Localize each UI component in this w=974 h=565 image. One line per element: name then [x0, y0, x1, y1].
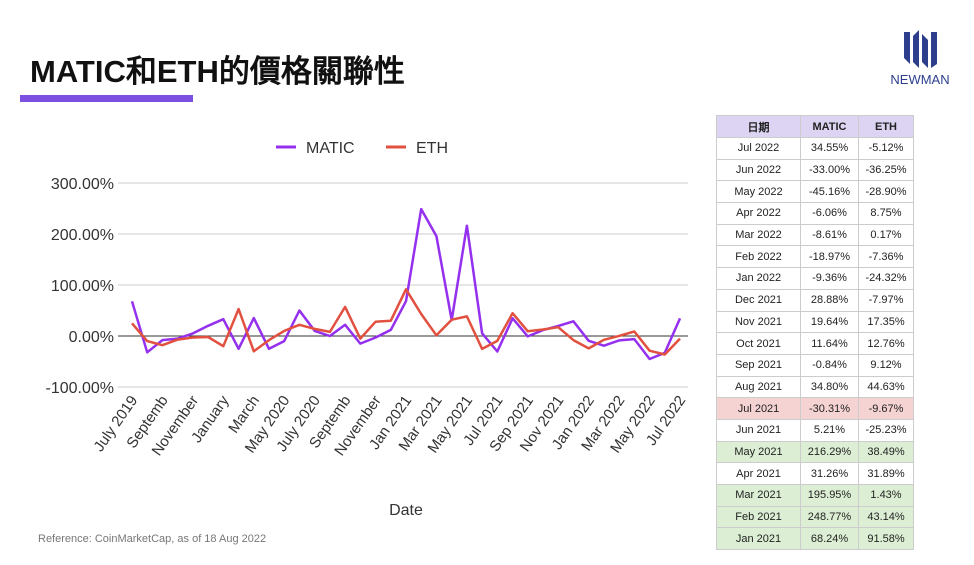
- table-row: Jun 2021 5.21% -25.23%: [716, 418, 914, 442]
- legend-label: MATIC: [306, 140, 355, 157]
- y-tick-label: 100.00%: [51, 278, 114, 295]
- table-cell: -36.25%: [858, 158, 914, 182]
- table-cell: Apr 2021: [716, 462, 801, 485]
- table-row: Jul 2021 -30.31% -9.67%: [716, 397, 914, 420]
- table-cell: 91.58%: [858, 527, 914, 551]
- table-cell: 216.29%: [800, 440, 859, 464]
- table-cell: Jan 2022: [716, 267, 801, 290]
- table-cell: 248.77%: [800, 505, 859, 529]
- table-cell: Nov 2021: [716, 310, 801, 334]
- table-header: 日期 MATIC ETH: [716, 115, 914, 138]
- table-cell: -7.36%: [858, 245, 914, 269]
- table-cell: 9.12%: [858, 353, 914, 377]
- table-row: Jun 2022 -33.00% -36.25%: [716, 158, 914, 182]
- table-row: Dec 2021 28.88% -7.97%: [716, 288, 914, 312]
- table-cell: -5.12%: [858, 137, 914, 160]
- table-cell: -28.90%: [858, 180, 914, 204]
- table-row: Sep 2021 -0.84% 9.12%: [716, 353, 914, 377]
- table-cell: 34.55%: [800, 137, 859, 160]
- table-cell: Jul 2022: [716, 137, 801, 160]
- table-cell: 0.17%: [858, 223, 914, 247]
- reference: Reference: CoinMarketCap, as of 18 Aug 2…: [38, 533, 267, 545]
- table-cell: Jun 2021: [716, 418, 801, 442]
- table-cell: -18.97%: [800, 245, 859, 269]
- table-row: Apr 2022 -6.06% 8.75%: [716, 202, 914, 225]
- table-cell: 17.35%: [858, 310, 914, 334]
- table-cell: 28.88%: [800, 288, 859, 312]
- table-cell: 5.21%: [800, 418, 859, 442]
- table-row: Feb 2021 248.77% 43.14%: [716, 505, 914, 529]
- table-row: Jan 2021 68.24% 91.58%: [716, 527, 914, 551]
- table-cell: 12.76%: [858, 332, 914, 355]
- table-cell: Apr 2022: [716, 202, 801, 225]
- table-cell: Jan 2021: [716, 527, 801, 551]
- table-cell: 38.49%: [858, 440, 914, 464]
- title-underline: [20, 95, 193, 102]
- table-cell: -6.06%: [800, 202, 859, 225]
- table-cell: 31.26%: [800, 462, 859, 485]
- table-row: Nov 2021 19.64% 17.35%: [716, 310, 914, 334]
- table-cell: 8.75%: [858, 202, 914, 225]
- x-axis-label: Date: [389, 502, 423, 519]
- table-cell: 31.89%: [858, 462, 914, 485]
- table-cell: 43.14%: [858, 505, 914, 529]
- table-cell: 1.43%: [858, 484, 914, 507]
- table-row: Jan 2022 -9.36% -24.32%: [716, 267, 914, 290]
- table-row: Jul 2022 34.55% -5.12%: [716, 137, 914, 160]
- table-cell: -9.36%: [800, 267, 859, 290]
- header-cell: MATIC: [800, 115, 859, 138]
- table-cell: Mar 2021: [716, 484, 801, 507]
- table-cell: May 2021: [716, 440, 801, 464]
- table-cell: Feb 2021: [716, 505, 801, 529]
- data-table: 日期 MATIC ETH Jul 2022 34.55% -5.12% Jun 2022 -3…: [716, 115, 914, 551]
- table-cell: -0.84%: [800, 353, 859, 377]
- table-cell: Sep 2021: [716, 353, 801, 377]
- table-cell: -33.00%: [800, 158, 859, 182]
- table-cell: -7.97%: [858, 288, 914, 312]
- table-cell: -24.32%: [858, 267, 914, 290]
- y-tick-label: 300.00%: [51, 176, 114, 193]
- table-cell: 34.80%: [800, 375, 859, 399]
- y-tick-label: 0.00%: [69, 329, 114, 346]
- y-tick-label: -100.00%: [46, 380, 115, 397]
- table-row: Aug 2021 34.80% 44.63%: [716, 375, 914, 399]
- table-cell: Dec 2021: [716, 288, 801, 312]
- table-row: Mar 2022 -8.61% 0.17%: [716, 223, 914, 247]
- chart: -100.00%0.00%100.00%200.00%300.00%July 2…: [46, 140, 690, 519]
- table-cell: Jul 2021: [716, 397, 801, 420]
- logo: NEWMAN: [890, 30, 950, 87]
- legend-label: ETH: [416, 140, 448, 157]
- table-row: Feb 2022 -18.97% -7.36%: [716, 245, 914, 269]
- table-cell: 195.95%: [800, 484, 859, 507]
- table-cell: Jun 2022: [716, 158, 801, 182]
- y-tick-label: 200.00%: [51, 227, 114, 244]
- table-cell: 44.63%: [858, 375, 914, 399]
- table-cell: -25.23%: [858, 418, 914, 442]
- table-cell: 19.64%: [800, 310, 859, 334]
- series-line: [131, 288, 681, 356]
- table-cell: -30.31%: [800, 397, 859, 420]
- table-cell: -8.61%: [800, 223, 859, 247]
- table-cell: -45.16%: [800, 180, 859, 204]
- header-cell: ETH: [858, 115, 914, 138]
- table-cell: Feb 2022: [716, 245, 801, 269]
- table-row: May 2022 -45.16% -28.90%: [716, 180, 914, 204]
- table-cell: May 2022: [716, 180, 801, 204]
- table-cell: 11.64%: [800, 332, 859, 355]
- logo-text: NEWMAN: [890, 72, 949, 87]
- table-row: Oct 2021 11.64% 12.76%: [716, 332, 914, 355]
- table-cell: Oct 2021: [716, 332, 801, 355]
- table-cell: 68.24%: [800, 527, 859, 551]
- table-row: May 2021 216.29% 38.49%: [716, 440, 914, 464]
- table-cell: Mar 2022: [716, 223, 801, 247]
- table-cell: -9.67%: [858, 397, 914, 420]
- table-row: Apr 2021 31.26% 31.89%: [716, 462, 914, 485]
- slide-title: MATIC和ETH的價格關聯性: [30, 54, 405, 89]
- table-cell: Aug 2021: [716, 375, 801, 399]
- header-cell: 日期: [716, 115, 801, 138]
- series-line: [130, 207, 682, 361]
- table-row: Mar 2021 195.95% 1.43%: [716, 484, 914, 507]
